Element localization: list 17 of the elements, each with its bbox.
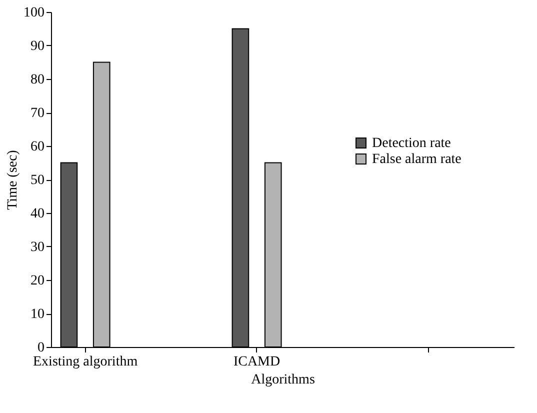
x-tick-label: Existing algorithm [32,354,138,370]
y-tick-label: 0 [38,340,44,356]
y-tick-label: 90 [30,39,44,54]
y-tick-label: 70 [30,106,44,121]
y-tick-label: 40 [30,206,44,222]
legend-label: Detection rate [372,136,451,151]
y-tick-label: 20 [30,274,44,288]
y-axis-title: Time (sec) [6,150,20,210]
x-tick-label: ICAMD [233,354,280,370]
y-tick-label: 80 [30,72,44,88]
y-tick-label: 30 [30,240,44,255]
y-tick-label: 100 [24,6,44,20]
legend-label: False alarm rate [372,152,462,167]
y-tick-label: 60 [30,140,44,154]
x-axis-title: Algorithms [251,372,315,388]
y-tick-label: 50 [30,173,44,188]
y-tick-label: 10 [30,307,44,322]
